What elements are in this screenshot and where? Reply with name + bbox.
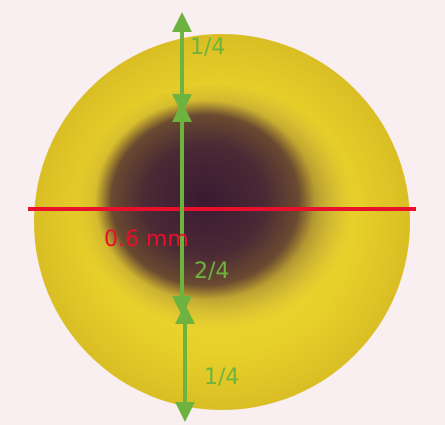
dark-core [95, 100, 315, 300]
middle-fraction-label: 2/4 [194, 259, 229, 284]
upper-fraction-label: 1/4 [190, 35, 225, 60]
scale-label: 0.6 mm [104, 227, 189, 252]
lower-fraction-label: 1/4 [204, 365, 239, 390]
